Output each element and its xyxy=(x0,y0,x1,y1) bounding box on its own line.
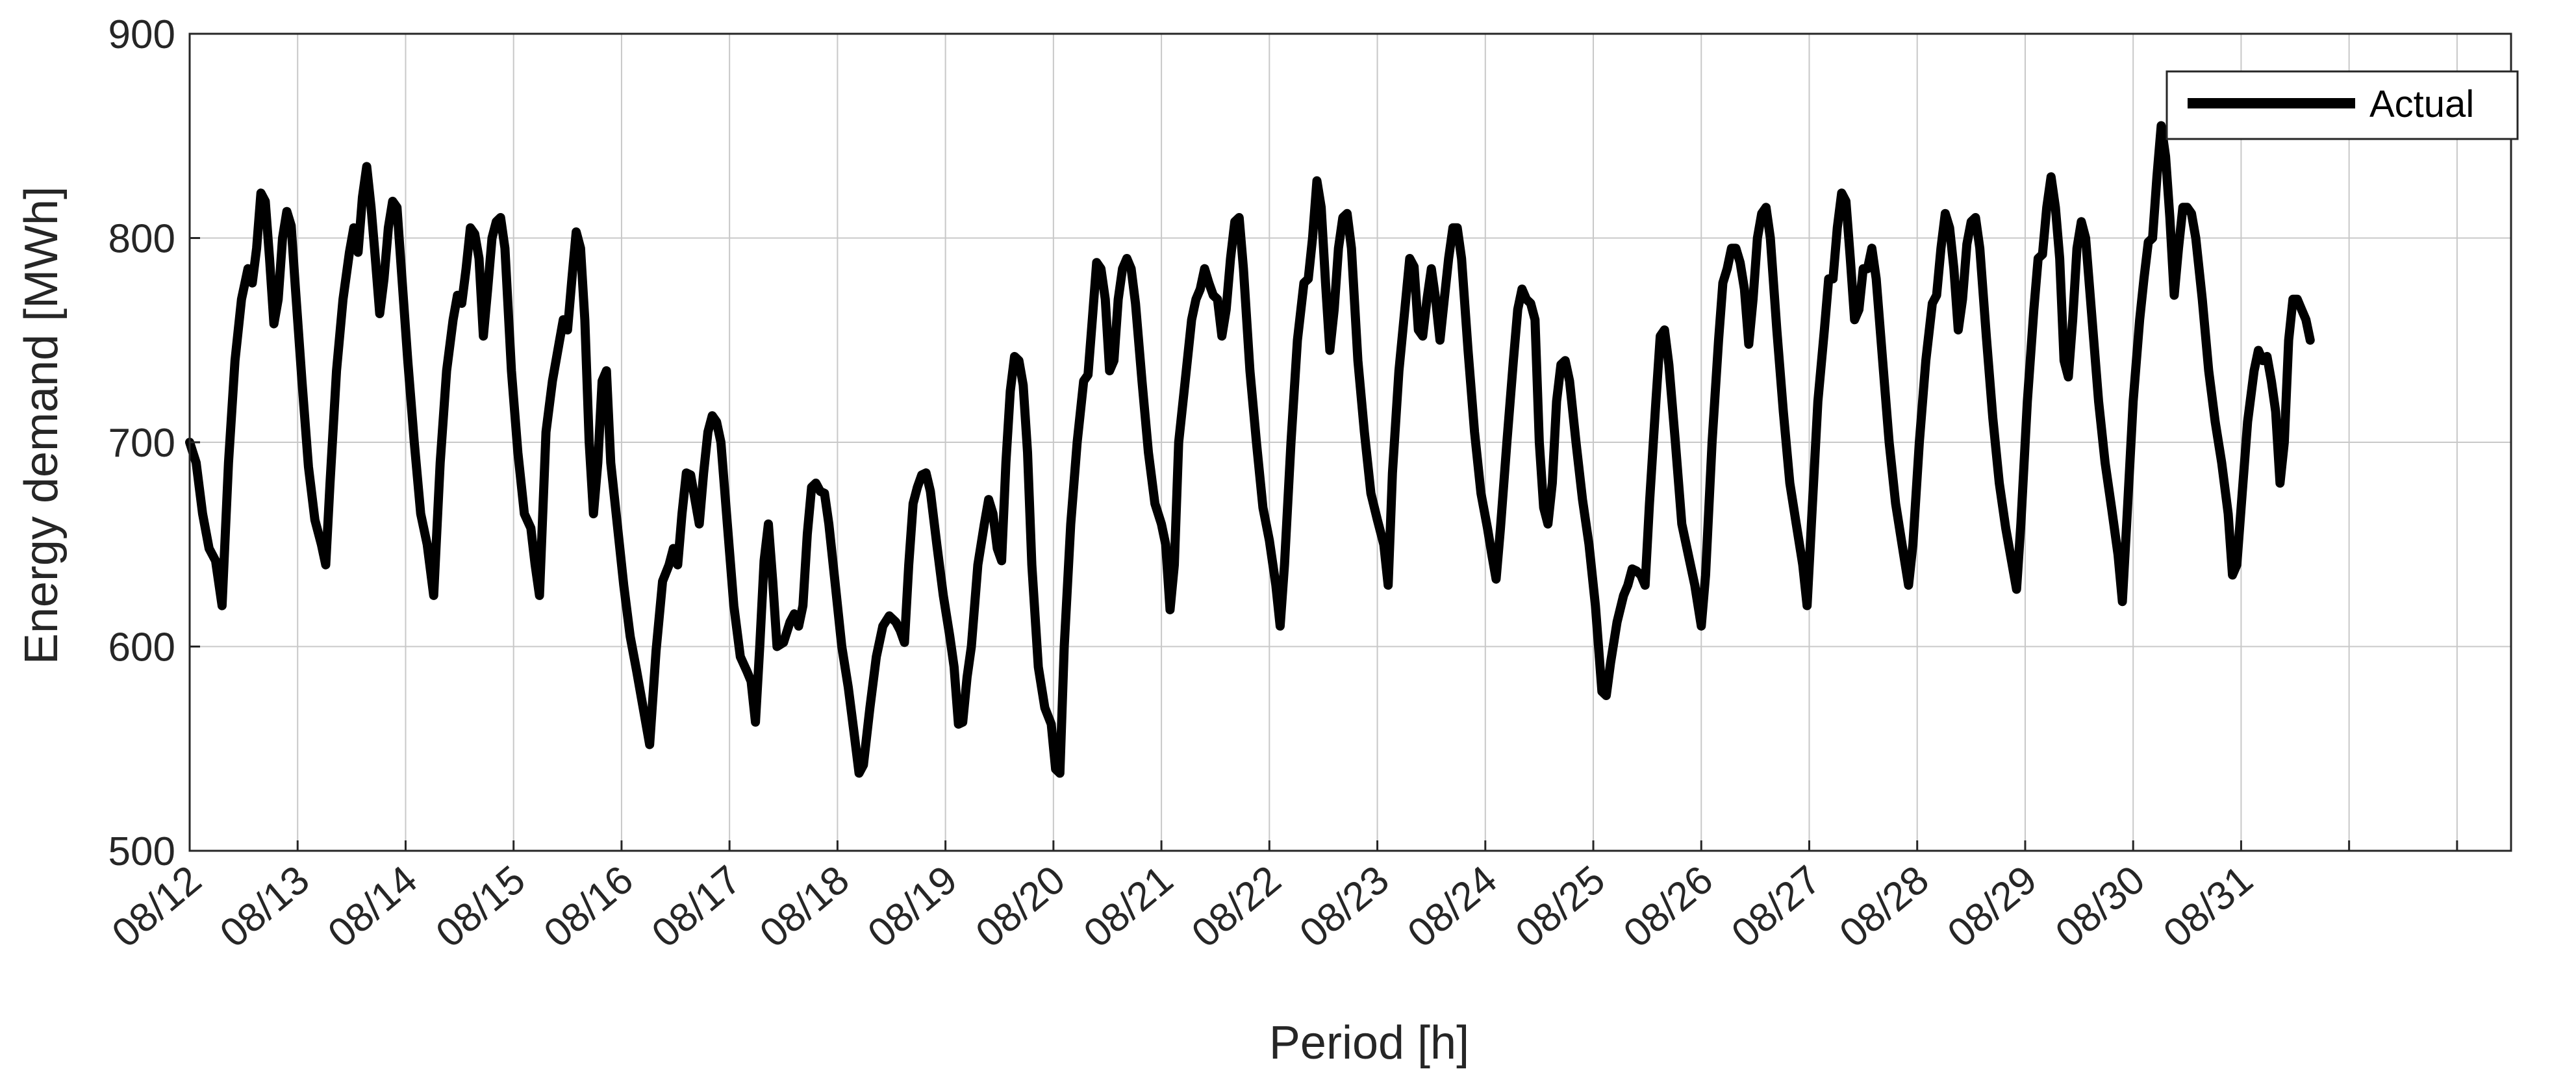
y-axis-ticks: 500 600 700 800 900 xyxy=(108,12,200,874)
legend-label-actual: Actual xyxy=(2369,83,2474,125)
series-layer xyxy=(185,121,2315,778)
y-tick-label: 500 xyxy=(108,829,175,874)
y-tick-label: 900 xyxy=(108,12,175,57)
legend: Actual xyxy=(2166,70,2519,140)
y-tick-label: 700 xyxy=(108,421,175,466)
y-tick-label: 600 xyxy=(108,625,175,670)
y-axis-label: Energy demand [MWh] xyxy=(16,186,68,664)
y-tick-label: 800 xyxy=(108,217,175,262)
x-axis-label: Period [h] xyxy=(1269,1017,1469,1069)
series-line-actual xyxy=(185,121,2315,778)
